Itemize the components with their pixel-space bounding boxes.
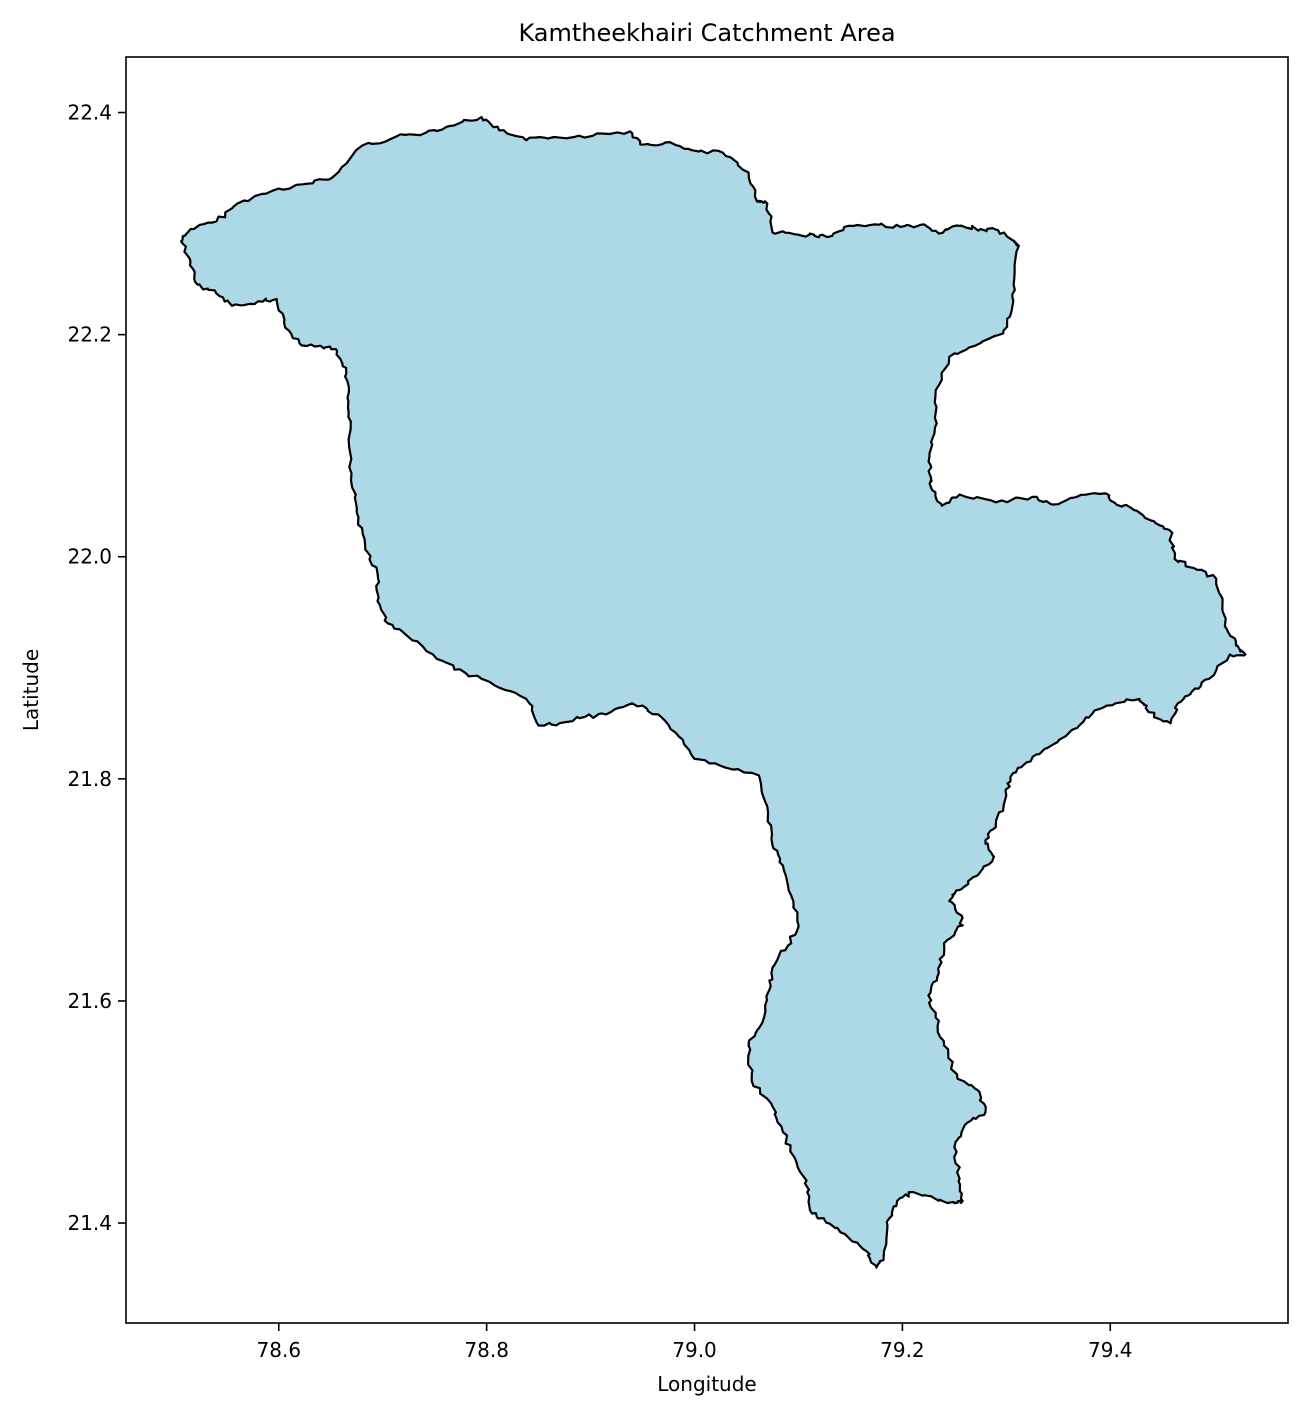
x-axis-label: Longitude (657, 1372, 756, 1396)
y-tick-label: 21.4 (67, 1211, 112, 1235)
x-tick-label: 79.0 (672, 1338, 717, 1362)
y-axis-ticks: 21.4 21.6 21.8 22.0 22.2 22.4 (67, 101, 126, 1235)
y-axis-label: Latitude (19, 649, 43, 731)
y-tick-label: 21.8 (67, 767, 112, 791)
y-tick-label: 22.0 (67, 545, 112, 569)
x-axis-ticks: 78.6 78.8 79.0 79.2 79.4 (257, 1323, 1133, 1362)
x-tick-label: 79.2 (880, 1338, 925, 1362)
y-tick-label: 22.2 (67, 323, 112, 347)
catchment-polygon (180, 115, 1247, 1269)
plot-area (125, 56, 1289, 1324)
y-tick-label: 21.6 (67, 989, 112, 1013)
y-tick-label: 22.4 (67, 101, 112, 125)
x-tick-label: 79.4 (1088, 1338, 1133, 1362)
map-title: Kamtheekhairi Catchment Area (518, 19, 895, 47)
x-tick-label: 78.6 (257, 1338, 302, 1362)
axes-frame (125, 56, 1289, 1324)
x-tick-label: 78.8 (464, 1338, 509, 1362)
